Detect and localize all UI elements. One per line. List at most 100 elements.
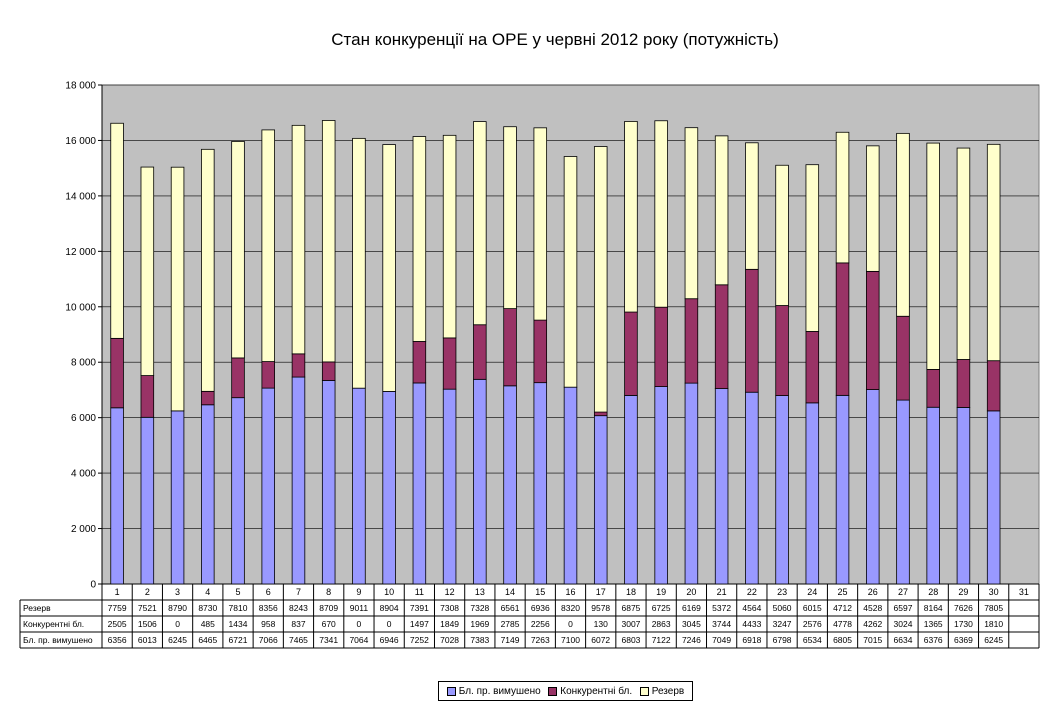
bar-segment-s1-day-28 bbox=[926, 369, 940, 408]
bar-segment-s0-day-25 bbox=[835, 394, 850, 585]
x-tick-label: 9 bbox=[356, 587, 361, 597]
legend-item-competitive: Конкурентні бл. bbox=[548, 686, 632, 697]
bar-segment-s0-day-26 bbox=[866, 389, 880, 585]
bar-segment-s2-day-23 bbox=[775, 164, 789, 306]
table-row-label: Бл. пр. вимушено bbox=[23, 635, 93, 645]
bar-segment-s0-day-17 bbox=[593, 415, 608, 585]
table-cell: 1969 bbox=[470, 619, 489, 629]
bar-segment-s1-day-11 bbox=[412, 341, 427, 384]
table-row-label: Резерв bbox=[23, 603, 51, 613]
table-cell: 8709 bbox=[319, 603, 338, 613]
y-tick-label: 16 000 bbox=[65, 136, 96, 147]
bar-segment-s0-day-4 bbox=[201, 404, 215, 585]
x-tick-label: 19 bbox=[656, 587, 666, 597]
table-cell: 8790 bbox=[168, 603, 187, 613]
bar-segment-s1-day-23 bbox=[775, 305, 789, 396]
bar-segment-s1-day-6 bbox=[261, 361, 275, 389]
x-tick-label: 22 bbox=[747, 587, 757, 597]
bar-segment-s0-day-9 bbox=[352, 387, 366, 585]
table-cell: 6946 bbox=[380, 635, 399, 645]
y-tick-label: 12 000 bbox=[65, 247, 96, 258]
table-cell: 2863 bbox=[652, 619, 671, 629]
legend-label-competitive: Конкурентні бл. bbox=[560, 685, 633, 697]
bar-segment-s2-day-30 bbox=[986, 143, 1001, 362]
x-tick-label: 21 bbox=[717, 587, 727, 597]
bar-segment-s0-day-12 bbox=[442, 388, 457, 585]
bar-segment-s2-day-19 bbox=[654, 120, 668, 308]
bar-segment-s0-day-5 bbox=[231, 397, 245, 585]
x-tick-label: 5 bbox=[236, 587, 241, 597]
x-tick-label: 1 bbox=[115, 587, 120, 597]
table-cell: 7252 bbox=[410, 635, 429, 645]
table-cell: 4564 bbox=[742, 603, 761, 613]
bar-segment-s1-day-5 bbox=[231, 357, 245, 399]
bar-segment-s0-day-27 bbox=[896, 399, 910, 585]
table-cell: 7805 bbox=[984, 603, 1003, 613]
bar-segment-s2-day-11 bbox=[412, 136, 427, 342]
x-tick-label: 17 bbox=[596, 587, 606, 597]
table-cell: 7049 bbox=[712, 635, 731, 645]
table-cell: 6561 bbox=[501, 603, 520, 613]
table-cell: 6875 bbox=[621, 603, 640, 613]
table-cell: 3045 bbox=[682, 619, 701, 629]
bar-segment-s2-day-2 bbox=[140, 166, 155, 376]
bar-segment-s2-day-6 bbox=[261, 129, 275, 362]
x-tick-label: 23 bbox=[777, 587, 787, 597]
bar-segment-s0-day-10 bbox=[382, 391, 396, 585]
table-cell: 8730 bbox=[198, 603, 217, 613]
y-tick-label: 4 000 bbox=[71, 469, 96, 480]
table-cell: 6072 bbox=[591, 635, 610, 645]
y-tick-label: 2 000 bbox=[71, 524, 96, 535]
table-cell: 7341 bbox=[319, 635, 338, 645]
table-cell: 7308 bbox=[440, 603, 459, 613]
x-tick-label: 29 bbox=[958, 587, 968, 597]
bar-segment-s0-day-16 bbox=[563, 386, 578, 585]
bar-segment-s1-day-4 bbox=[201, 390, 215, 406]
bar-segment-s0-day-15 bbox=[533, 382, 548, 585]
bar-segment-s1-day-12 bbox=[442, 337, 457, 390]
bar-segment-s1-day-8 bbox=[321, 361, 336, 381]
table-cell: 6369 bbox=[954, 635, 973, 645]
bar-segment-s2-day-22 bbox=[745, 142, 759, 270]
table-cell: 0 bbox=[357, 619, 362, 629]
table-cell: 0 bbox=[568, 619, 573, 629]
bar-segment-s1-day-20 bbox=[684, 298, 699, 384]
table-cell: 8243 bbox=[289, 603, 308, 613]
bar-segment-s0-day-30 bbox=[986, 410, 1001, 585]
table-cell: 7465 bbox=[289, 635, 308, 645]
x-tick-label: 4 bbox=[205, 587, 210, 597]
table-cell: 6918 bbox=[742, 635, 761, 645]
bar-segment-s2-day-16 bbox=[563, 156, 578, 388]
bar-segment-s1-day-17 bbox=[593, 411, 608, 417]
table-cell: 837 bbox=[291, 619, 305, 629]
table-cell: 6245 bbox=[168, 635, 187, 645]
x-tick-label: 10 bbox=[384, 587, 394, 597]
chart-title: Стан конкуренції на ОРЕ у червні 2012 ро… bbox=[331, 30, 779, 49]
table-cell: 4433 bbox=[742, 619, 761, 629]
x-tick-label: 11 bbox=[415, 587, 424, 597]
table-cell: 7028 bbox=[440, 635, 459, 645]
bar-segment-s2-day-5 bbox=[231, 141, 245, 359]
table-cell: 5372 bbox=[712, 603, 731, 613]
y-tick-label: 10 000 bbox=[65, 302, 96, 313]
bar-segment-s1-day-7 bbox=[291, 353, 306, 378]
bar-segment-s1-day-24 bbox=[805, 331, 820, 404]
bar-segment-s2-day-21 bbox=[714, 135, 729, 286]
chart-legend: Бл. пр. вимушено Конкурентні бл. Резерв bbox=[438, 681, 693, 701]
legend-swatch-competitive bbox=[548, 686, 558, 696]
bar-segment-s2-day-24 bbox=[805, 164, 820, 332]
table-cell: 5060 bbox=[773, 603, 792, 613]
table-cell: 6015 bbox=[803, 603, 822, 613]
bar-segment-s1-day-22 bbox=[745, 268, 759, 393]
table-cell: 9011 bbox=[350, 603, 369, 613]
bar-segment-s1-day-18 bbox=[624, 311, 638, 396]
table-cell: 7263 bbox=[531, 635, 550, 645]
table-cell: 6169 bbox=[682, 603, 701, 613]
table-cell: 6936 bbox=[531, 603, 550, 613]
bar-segment-s2-day-8 bbox=[321, 120, 336, 363]
bar-segment-s0-day-20 bbox=[684, 382, 699, 585]
legend-label-reserve: Резерв bbox=[651, 685, 685, 697]
table-cell: 7100 bbox=[561, 635, 580, 645]
x-tick-label: 27 bbox=[898, 587, 908, 597]
bar-segment-s0-day-24 bbox=[805, 402, 820, 585]
